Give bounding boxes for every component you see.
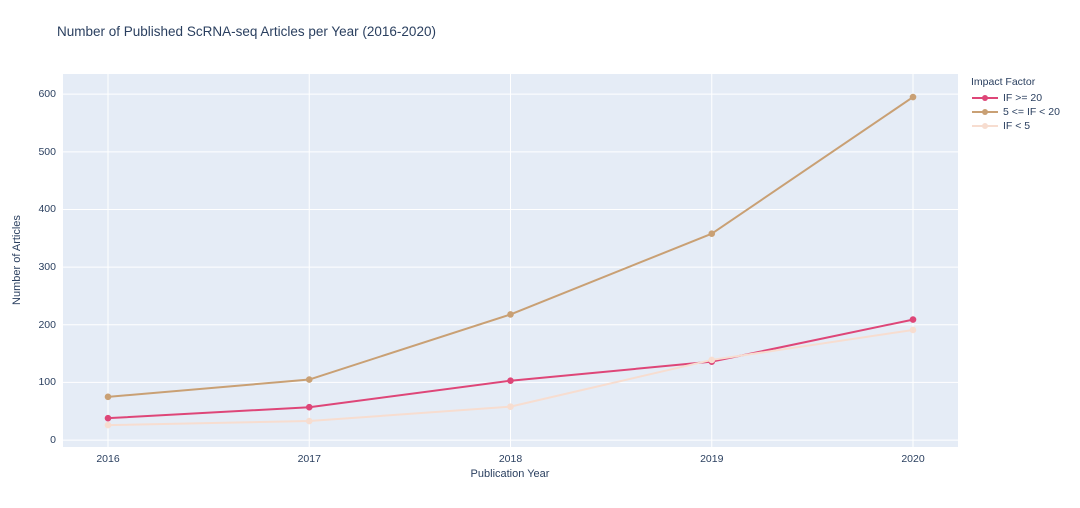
legend-item-label: IF >= 20 (1003, 92, 1043, 104)
data-point[interactable] (708, 356, 716, 364)
data-point[interactable] (708, 230, 716, 237)
x-tick-label: 2018 (498, 453, 523, 465)
data-point[interactable] (104, 393, 112, 401)
data-point[interactable] (507, 377, 514, 385)
data-point[interactable] (305, 403, 313, 411)
y-tick-label: 0 (50, 434, 56, 447)
data-point[interactable] (909, 326, 917, 334)
y-axis-title: Number of Articles (11, 215, 23, 305)
x-tick-label: 2016 (96, 453, 120, 465)
data-point[interactable] (305, 417, 313, 425)
legend-swatch-icon (972, 109, 998, 115)
x-axis-title: Publication Year (470, 468, 550, 480)
y-tick-label: 300 (38, 261, 56, 274)
legend-item-5-if-20[interactable]: 5 <= IF < 20 (971, 105, 1060, 119)
data-point[interactable] (104, 414, 112, 422)
y-tick-label: 400 (38, 203, 56, 216)
chart-title: Number of Published ScRNA-seq Articles p… (57, 24, 436, 39)
legend-swatch-icon (972, 95, 998, 101)
legend-items: IF >= 20 5 <= IF < 20 IF < 5 (971, 91, 1060, 133)
data-point[interactable] (507, 311, 514, 318)
data-point[interactable] (104, 421, 112, 429)
y-tick-label: 100 (38, 376, 56, 389)
legend-swatch-icon (972, 123, 998, 129)
data-point[interactable] (305, 376, 313, 383)
legend-item-label: 5 <= IF < 20 (1003, 106, 1060, 118)
y-tick-label: 600 (38, 88, 56, 101)
plot-canvas (63, 74, 958, 447)
data-point[interactable] (507, 403, 514, 410)
data-point[interactable] (909, 316, 917, 323)
legend-title: Impact Factor (971, 76, 1036, 88)
y-tick-label: 200 (38, 318, 56, 331)
x-tick-label: 2020 (901, 453, 925, 465)
data-point[interactable] (909, 93, 917, 101)
y-tick-label: 500 (38, 145, 56, 158)
x-tick-label: 2019 (700, 453, 724, 465)
legend-item-if-20[interactable]: IF >= 20 (971, 91, 1060, 105)
legend: Impact Factor IF >= 20 5 <= IF < 20 IF < 5 (971, 76, 1060, 133)
legend-item-label: IF < 5 (1003, 120, 1031, 132)
x-tick-label: 2017 (297, 453, 321, 465)
legend-item-if-5[interactable]: IF < 5 (971, 119, 1060, 133)
plot-area[interactable] (63, 74, 958, 447)
